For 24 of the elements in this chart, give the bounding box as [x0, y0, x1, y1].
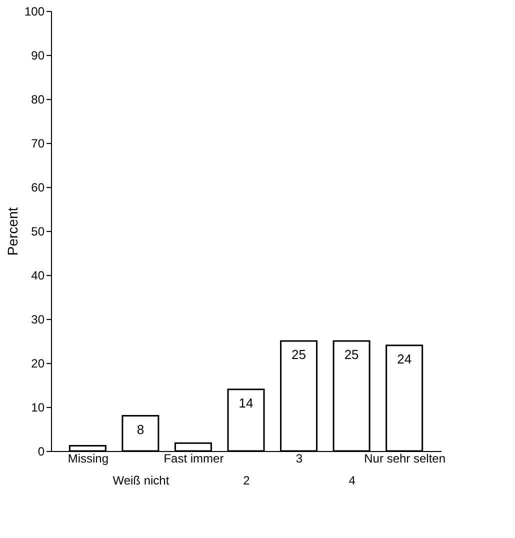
x-tick-label: Fast immer	[164, 452, 224, 466]
y-tick-label: 20	[31, 356, 45, 370]
data-label: 25	[344, 347, 359, 362]
y-tick-label: 30	[31, 312, 45, 326]
x-tick-label: 2	[243, 474, 250, 488]
x-tick-label: 4	[348, 474, 356, 488]
y-tick-label: 90	[31, 48, 45, 62]
y-tick-label: 60	[31, 180, 45, 194]
y-tick-label: 50	[31, 224, 45, 238]
data-label: 24	[397, 351, 412, 366]
x-tick-label: Weiß nicht	[112, 474, 170, 488]
y-axis-title: Percent	[4, 207, 20, 256]
data-label: 25	[292, 347, 306, 362]
y-tick-label: 10	[31, 400, 45, 414]
x-tick-label: Nur sehr selten	[364, 452, 446, 466]
data-label: 14	[238, 395, 254, 410]
x-tick-label: 3	[296, 452, 303, 466]
y-tick-label: 40	[31, 268, 45, 282]
y-tick-label: 70	[31, 136, 45, 150]
y-tick-label: 0	[38, 444, 45, 458]
data-label: 8	[136, 422, 144, 437]
x-tick-label: Missing	[68, 452, 109, 466]
y-tick-label: 100	[24, 4, 45, 18]
y-tick-label: 80	[31, 92, 45, 106]
